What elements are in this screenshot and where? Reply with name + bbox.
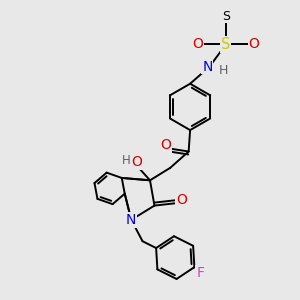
Text: S: S [221, 37, 230, 52]
Text: S: S [228, 14, 229, 15]
Text: H: H [219, 64, 228, 77]
Text: O: O [131, 155, 142, 170]
Text: N: N [126, 213, 136, 227]
Text: F: F [196, 266, 204, 280]
Text: O: O [192, 38, 203, 52]
Text: N: N [202, 60, 213, 74]
Text: O: O [249, 38, 260, 52]
Text: H: H [122, 154, 130, 166]
Text: O: O [160, 138, 171, 152]
Text: S: S [222, 10, 230, 23]
Text: O: O [176, 193, 187, 207]
